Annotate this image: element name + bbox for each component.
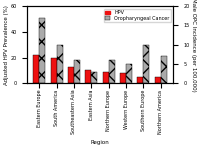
Bar bbox=[155, 77, 161, 83]
Legend: HPV, Oropharyngeal Cancer: HPV, Oropharyngeal Cancer bbox=[104, 9, 171, 22]
Bar bbox=[120, 73, 126, 83]
Bar bbox=[85, 70, 91, 83]
Y-axis label: Adjusted HPV Prevalence (%): Adjusted HPV Prevalence (%) bbox=[4, 5, 9, 85]
Bar bbox=[143, 45, 149, 83]
Bar bbox=[103, 72, 109, 83]
Bar bbox=[51, 58, 57, 83]
Bar bbox=[68, 67, 74, 83]
Bar bbox=[39, 18, 45, 83]
Bar bbox=[91, 72, 97, 83]
Bar bbox=[109, 60, 115, 83]
Bar bbox=[161, 56, 167, 83]
Bar bbox=[126, 64, 132, 83]
Bar bbox=[57, 45, 63, 83]
Y-axis label: Male OPC Incidence (per 100,000): Male OPC Incidence (per 100,000) bbox=[191, 0, 196, 92]
Bar bbox=[33, 55, 39, 83]
X-axis label: Region: Region bbox=[91, 140, 109, 145]
Bar bbox=[74, 60, 80, 83]
Bar bbox=[137, 77, 143, 83]
